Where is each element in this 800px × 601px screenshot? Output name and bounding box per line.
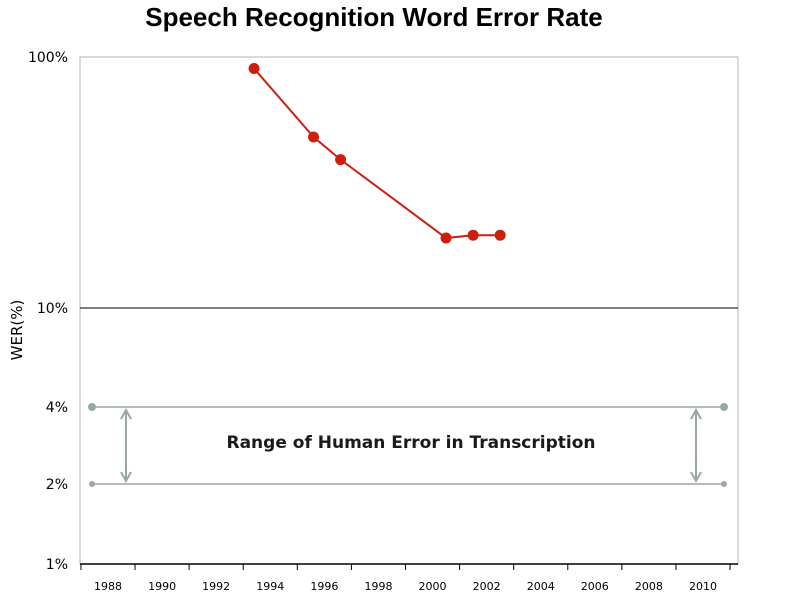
plot-area-frame bbox=[79, 56, 739, 565]
y-tick-label: 10% bbox=[37, 301, 68, 317]
wer-data-point bbox=[440, 232, 452, 244]
x-tick-label: 2008 bbox=[635, 580, 663, 593]
y-tick-label: 4% bbox=[46, 400, 68, 416]
x-tick-label: 1998 bbox=[364, 580, 392, 593]
wer-series-line bbox=[253, 67, 501, 240]
x-tick-label: 2000 bbox=[419, 580, 447, 593]
wer-data-point bbox=[248, 62, 260, 74]
wer-data-point bbox=[335, 154, 347, 166]
human-range-upper-left-dot bbox=[88, 403, 96, 411]
x-tick-label: 1992 bbox=[202, 580, 230, 593]
chart-title: Speech Recognition Word Error Rate bbox=[145, 2, 603, 32]
y-axis-label: WER(%) bbox=[8, 300, 26, 361]
human-range-left-arrow-head-up bbox=[120, 407, 132, 420]
x-tick-label: 2010 bbox=[689, 580, 717, 593]
human-range-upper-right-dot bbox=[720, 403, 728, 411]
y-tick-label: 100% bbox=[28, 50, 68, 66]
human-range-lower-left-dot bbox=[89, 481, 95, 487]
x-tick-label: 2004 bbox=[527, 580, 555, 593]
human-range-left-arrow-head-down bbox=[120, 471, 132, 484]
x-tick-label: 2002 bbox=[473, 580, 501, 593]
human-range-lower-right-dot bbox=[721, 481, 727, 487]
x-tick-label: 1994 bbox=[256, 580, 284, 593]
human-range-right-arrow-head-down bbox=[690, 471, 702, 484]
x-tick-label: 1996 bbox=[310, 580, 338, 593]
human-range-right-arrow-head-up bbox=[690, 407, 702, 420]
wer-data-point bbox=[467, 229, 479, 241]
human-range-label: Range of Human Error in Transcription bbox=[226, 433, 595, 453]
y-tick-label: 2% bbox=[46, 477, 68, 493]
x-tick-label: 1988 bbox=[94, 580, 122, 593]
wer-data-point bbox=[308, 131, 320, 143]
x-tick-label: 1990 bbox=[148, 580, 176, 593]
x-tick-label: 2006 bbox=[581, 580, 609, 593]
wer-data-point bbox=[494, 229, 506, 241]
y-tick-label: 1% bbox=[46, 557, 68, 573]
